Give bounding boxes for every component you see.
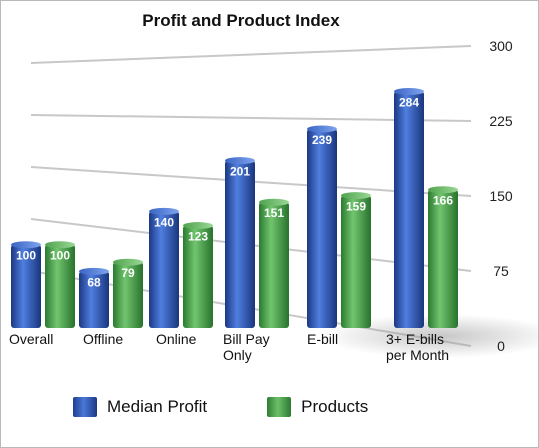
median-profit-bar-cap — [307, 125, 337, 133]
category-label: Bill Pay — [223, 331, 270, 347]
category-label: per Month — [386, 347, 449, 363]
bars: 100 100 68 79 140 123 201 151 239 159 284 166 — [11, 87, 458, 328]
median-profit-bar — [11, 244, 41, 328]
median-profit-bar-value-label: 100 — [16, 249, 36, 263]
y-tick-label: 75 — [493, 263, 509, 279]
legend-swatch-products — [267, 397, 292, 417]
y-axis-ticks: 0 75 150 225 300 — [489, 38, 513, 354]
products-bar — [45, 244, 75, 328]
gridline — [30, 45, 472, 64]
products-bar-cap — [428, 186, 458, 194]
y-tick-label: 300 — [489, 38, 513, 54]
median-profit-bar-cap — [11, 241, 41, 249]
median-profit-bar-value-label: 140 — [154, 215, 174, 229]
products-bar-cap — [183, 222, 213, 230]
legend-label-median-profit: Median Profit — [107, 397, 208, 416]
median-profit-bar — [225, 160, 255, 328]
products-bar — [259, 202, 289, 328]
median-profit-bar — [394, 91, 424, 328]
legend-label-products: Products — [301, 397, 369, 416]
products-bar-cap — [113, 258, 143, 266]
y-tick-label: 225 — [489, 113, 513, 129]
median-profit-bar-cap — [394, 87, 424, 95]
median-profit-bar — [149, 211, 179, 328]
y-tick-label: 150 — [489, 188, 513, 204]
category-label: Only — [223, 347, 252, 363]
products-bar — [341, 195, 371, 328]
median-profit-bar-value-label: 239 — [312, 133, 332, 147]
median-profit-bar — [79, 271, 109, 328]
legend: Median Profit Products — [73, 397, 428, 417]
products-bar — [113, 262, 143, 328]
category-label: Overall — [9, 331, 53, 347]
median-profit-bar-cap — [149, 207, 179, 215]
products-bar-cap — [259, 198, 289, 206]
median-profit-bar-value-label: 201 — [230, 165, 250, 179]
category-label: Online — [156, 331, 197, 347]
category-label: 3+ E-bills — [386, 331, 444, 347]
legend-swatch-median-profit — [73, 397, 97, 417]
median-profit-bar-value-label: 68 — [87, 275, 101, 289]
products-bar-value-label: 151 — [264, 206, 284, 220]
floor-shadow — [321, 314, 538, 358]
products-bar-cap — [45, 241, 75, 249]
category-label: Offline — [83, 331, 123, 347]
median-profit-bar-cap — [79, 267, 109, 275]
products-bar-value-label: 79 — [121, 266, 135, 280]
products-bar-value-label: 159 — [346, 200, 366, 214]
products-bar — [428, 189, 458, 328]
floor-shadow-ellipse — [321, 314, 538, 358]
median-profit-bar-value-label: 284 — [399, 95, 419, 109]
legend-item-products: Products — [267, 397, 368, 417]
category-label: E-bill — [307, 331, 338, 347]
y-tick-label: 0 — [497, 338, 505, 354]
products-bar-value-label: 166 — [433, 194, 453, 208]
chart-title: Profit and Product Index — [142, 11, 340, 30]
legend-item-median-profit: Median Profit — [73, 397, 207, 417]
products-bar-cap — [341, 192, 371, 200]
products-bar-value-label: 100 — [50, 249, 70, 263]
products-bar-value-label: 123 — [188, 230, 208, 244]
median-profit-bar — [307, 128, 337, 328]
products-bar — [183, 225, 213, 328]
median-profit-bar-cap — [225, 157, 255, 165]
